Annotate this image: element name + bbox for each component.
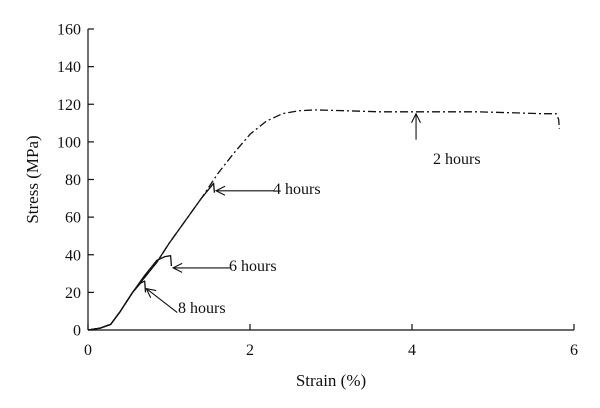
- series-layer: [87, 109, 561, 331]
- series-line-2-hours: [87, 109, 561, 331]
- annotation-label-8-hours: 8 hours: [178, 300, 226, 317]
- series-line-6-hours: [87, 255, 173, 331]
- y-tick-label: 140: [57, 59, 81, 76]
- ticks-layer: 0 20 40 60 80 100 120 140 160 0 2 4 6: [57, 22, 578, 360]
- x-tick-label: 2: [246, 342, 254, 359]
- y-tick-label: 0: [73, 323, 81, 340]
- annotation-label-4-hours: 4 hours: [273, 181, 321, 198]
- y-tick-label: 100: [57, 134, 81, 151]
- annotation-label-6-hours: 6 hours: [229, 258, 277, 275]
- annotation-label-2-hours: 2 hours: [433, 151, 481, 168]
- series-line-8-hours: [87, 280, 147, 331]
- y-tick-label: 160: [57, 22, 81, 39]
- y-axis-label: Stress (MPa): [23, 135, 42, 223]
- annotation-arrow-8-hours: [145, 288, 178, 314]
- y-tick-label: 120: [57, 97, 81, 114]
- axes-layer: [87, 29, 574, 331]
- y-tick-label: 40: [65, 247, 81, 264]
- y-tick-label: 80: [65, 172, 81, 189]
- x-axis-label: Strain (%): [296, 371, 366, 390]
- annotation-arrowhead-8-hours: [145, 287, 157, 298]
- annotation-arrowhead-4-hours: [214, 185, 226, 196]
- annotation-arrowhead-2-hours: [411, 112, 421, 123]
- x-tick-label: 0: [84, 342, 92, 359]
- annotation-arrowhead-6-hours: [171, 262, 183, 273]
- y-tick-label: 20: [65, 285, 81, 302]
- x-tick-label: 6: [570, 342, 578, 359]
- x-tick-label: 4: [408, 342, 416, 359]
- y-tick-label: 60: [65, 210, 81, 227]
- annotations-layer: 2 hours 4 hours 6 hours 8 hours: [145, 112, 481, 317]
